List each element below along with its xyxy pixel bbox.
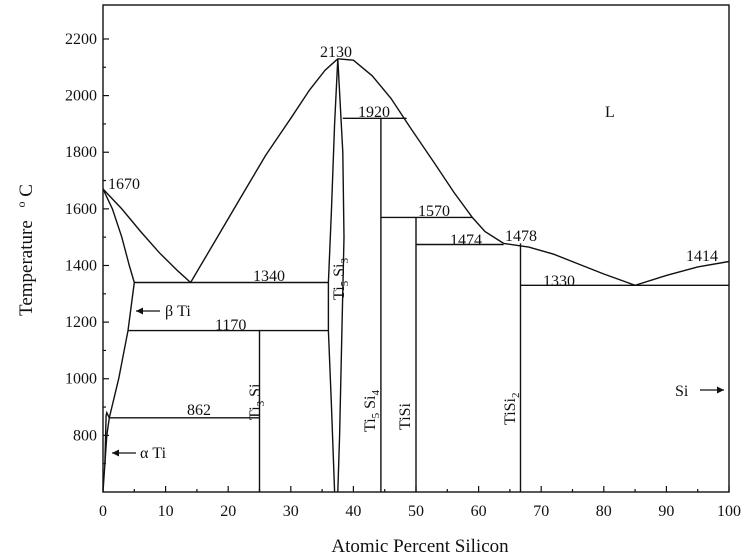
ti3si-label-mid: Si xyxy=(247,383,264,401)
y-axis-unit-degree: o xyxy=(14,201,28,207)
ti5si4-label-base: Ti xyxy=(362,418,379,432)
ti5si3-label-mid: Si xyxy=(331,263,348,281)
ti5si3-label-sub1: 5 xyxy=(339,280,351,286)
x-tick-label: 10 xyxy=(158,503,174,520)
x-tick-label: 80 xyxy=(596,503,612,520)
temp-label-1478: 1478 xyxy=(505,228,537,245)
y-axis-title: Temperature o C xyxy=(9,184,37,316)
x-tick-label: 40 xyxy=(345,503,361,520)
x-tick-label: 50 xyxy=(408,503,424,520)
ti5si4-label-sub2: 4 xyxy=(370,390,382,396)
y-tick-label: 800 xyxy=(73,427,97,444)
beta-ti-arrow-head xyxy=(136,307,143,315)
ti5si4-label: Ti5 Si4 xyxy=(362,390,382,433)
ti5si3-label-base: Ti xyxy=(331,286,348,300)
y-axis-title-text: Temperature xyxy=(16,220,37,316)
ti5si3-right xyxy=(337,58,345,493)
tisi2-label-base: TiSi xyxy=(502,397,519,425)
y-axis-unit-letter: C xyxy=(16,184,37,197)
temp-label-1170: 1170 xyxy=(215,317,246,334)
ti3si-label-base: Ti xyxy=(247,406,264,420)
temp-label-2130: 2130 xyxy=(320,44,352,61)
tisi-label-base: TiSi xyxy=(397,402,414,430)
ti5si3-left xyxy=(327,58,339,283)
x-axis-title: Atomic Percent Silicon xyxy=(331,536,509,557)
ti5si3-label-sub2: 3 xyxy=(339,258,351,264)
x-tick-label: 0 xyxy=(99,503,107,520)
temp-label-1570: 1570 xyxy=(418,203,450,220)
y-tick-label: 2200 xyxy=(65,31,97,48)
ti5si4-label-mid: Si xyxy=(362,395,379,413)
y-tick-label: 2000 xyxy=(65,88,97,105)
tisi2-label-sub2: 2 xyxy=(510,393,522,399)
beta-ti-solvus xyxy=(108,282,135,418)
temp-label-1330: 1330 xyxy=(543,273,575,290)
temp-label-1414: 1414 xyxy=(686,248,718,265)
si-label: Si xyxy=(675,383,689,400)
ti5si3-left-lower xyxy=(327,282,336,493)
alpha-ti-arrow-head xyxy=(112,449,119,457)
x-tick-label: 60 xyxy=(471,503,487,520)
ti3si-label: Ti3 Si xyxy=(247,383,267,420)
ticks: 0 10 20 30 40 50 60 70 80 90 100 800 1000 1200 1400 160… xyxy=(65,31,741,520)
si-arrow-head xyxy=(717,386,724,394)
liquid-label: L xyxy=(605,104,615,121)
temp-label-862: 862 xyxy=(187,402,211,419)
x-tick-label: 100 xyxy=(717,503,741,520)
temp-label-1920: 1920 xyxy=(358,104,390,121)
ti5si4-label-sub1: 5 xyxy=(370,412,382,418)
y-tick-label: 1600 xyxy=(65,201,97,218)
ti5si3-label: Ti5 Si3 xyxy=(331,258,351,301)
y-tick-label: 1400 xyxy=(65,257,97,274)
beta-ti-label: β Ti xyxy=(165,303,191,320)
phase-boundaries xyxy=(102,58,730,493)
x-tick-label: 90 xyxy=(658,503,674,520)
x-tick-label: 30 xyxy=(283,503,299,520)
beta-ti-solidus xyxy=(102,188,135,283)
temp-label-1474: 1474 xyxy=(450,232,482,249)
liquidus-ti5si3-to-tisi2 xyxy=(337,58,504,244)
temp-label-1670: 1670 xyxy=(108,176,140,193)
liquidus-to-ti5si3 xyxy=(189,58,339,283)
x-tick-label: 70 xyxy=(533,503,549,520)
y-tick-label: 1000 xyxy=(65,371,97,388)
alpha-beta-loop xyxy=(104,410,110,464)
liquidus-ti-side xyxy=(102,188,192,284)
ti3si-label-sub1: 3 xyxy=(255,400,267,406)
y-tick-label: 1800 xyxy=(65,144,97,161)
temp-label-1340: 1340 xyxy=(253,268,285,285)
tisi-label: TiSi xyxy=(397,402,414,430)
y-tick-label: 1200 xyxy=(65,314,97,331)
tisi2-label: TiSi2 xyxy=(502,393,522,426)
x-tick-label: 20 xyxy=(220,503,236,520)
alpha-ti-label: α Ti xyxy=(140,445,167,462)
liquidus-si-side xyxy=(503,242,730,287)
